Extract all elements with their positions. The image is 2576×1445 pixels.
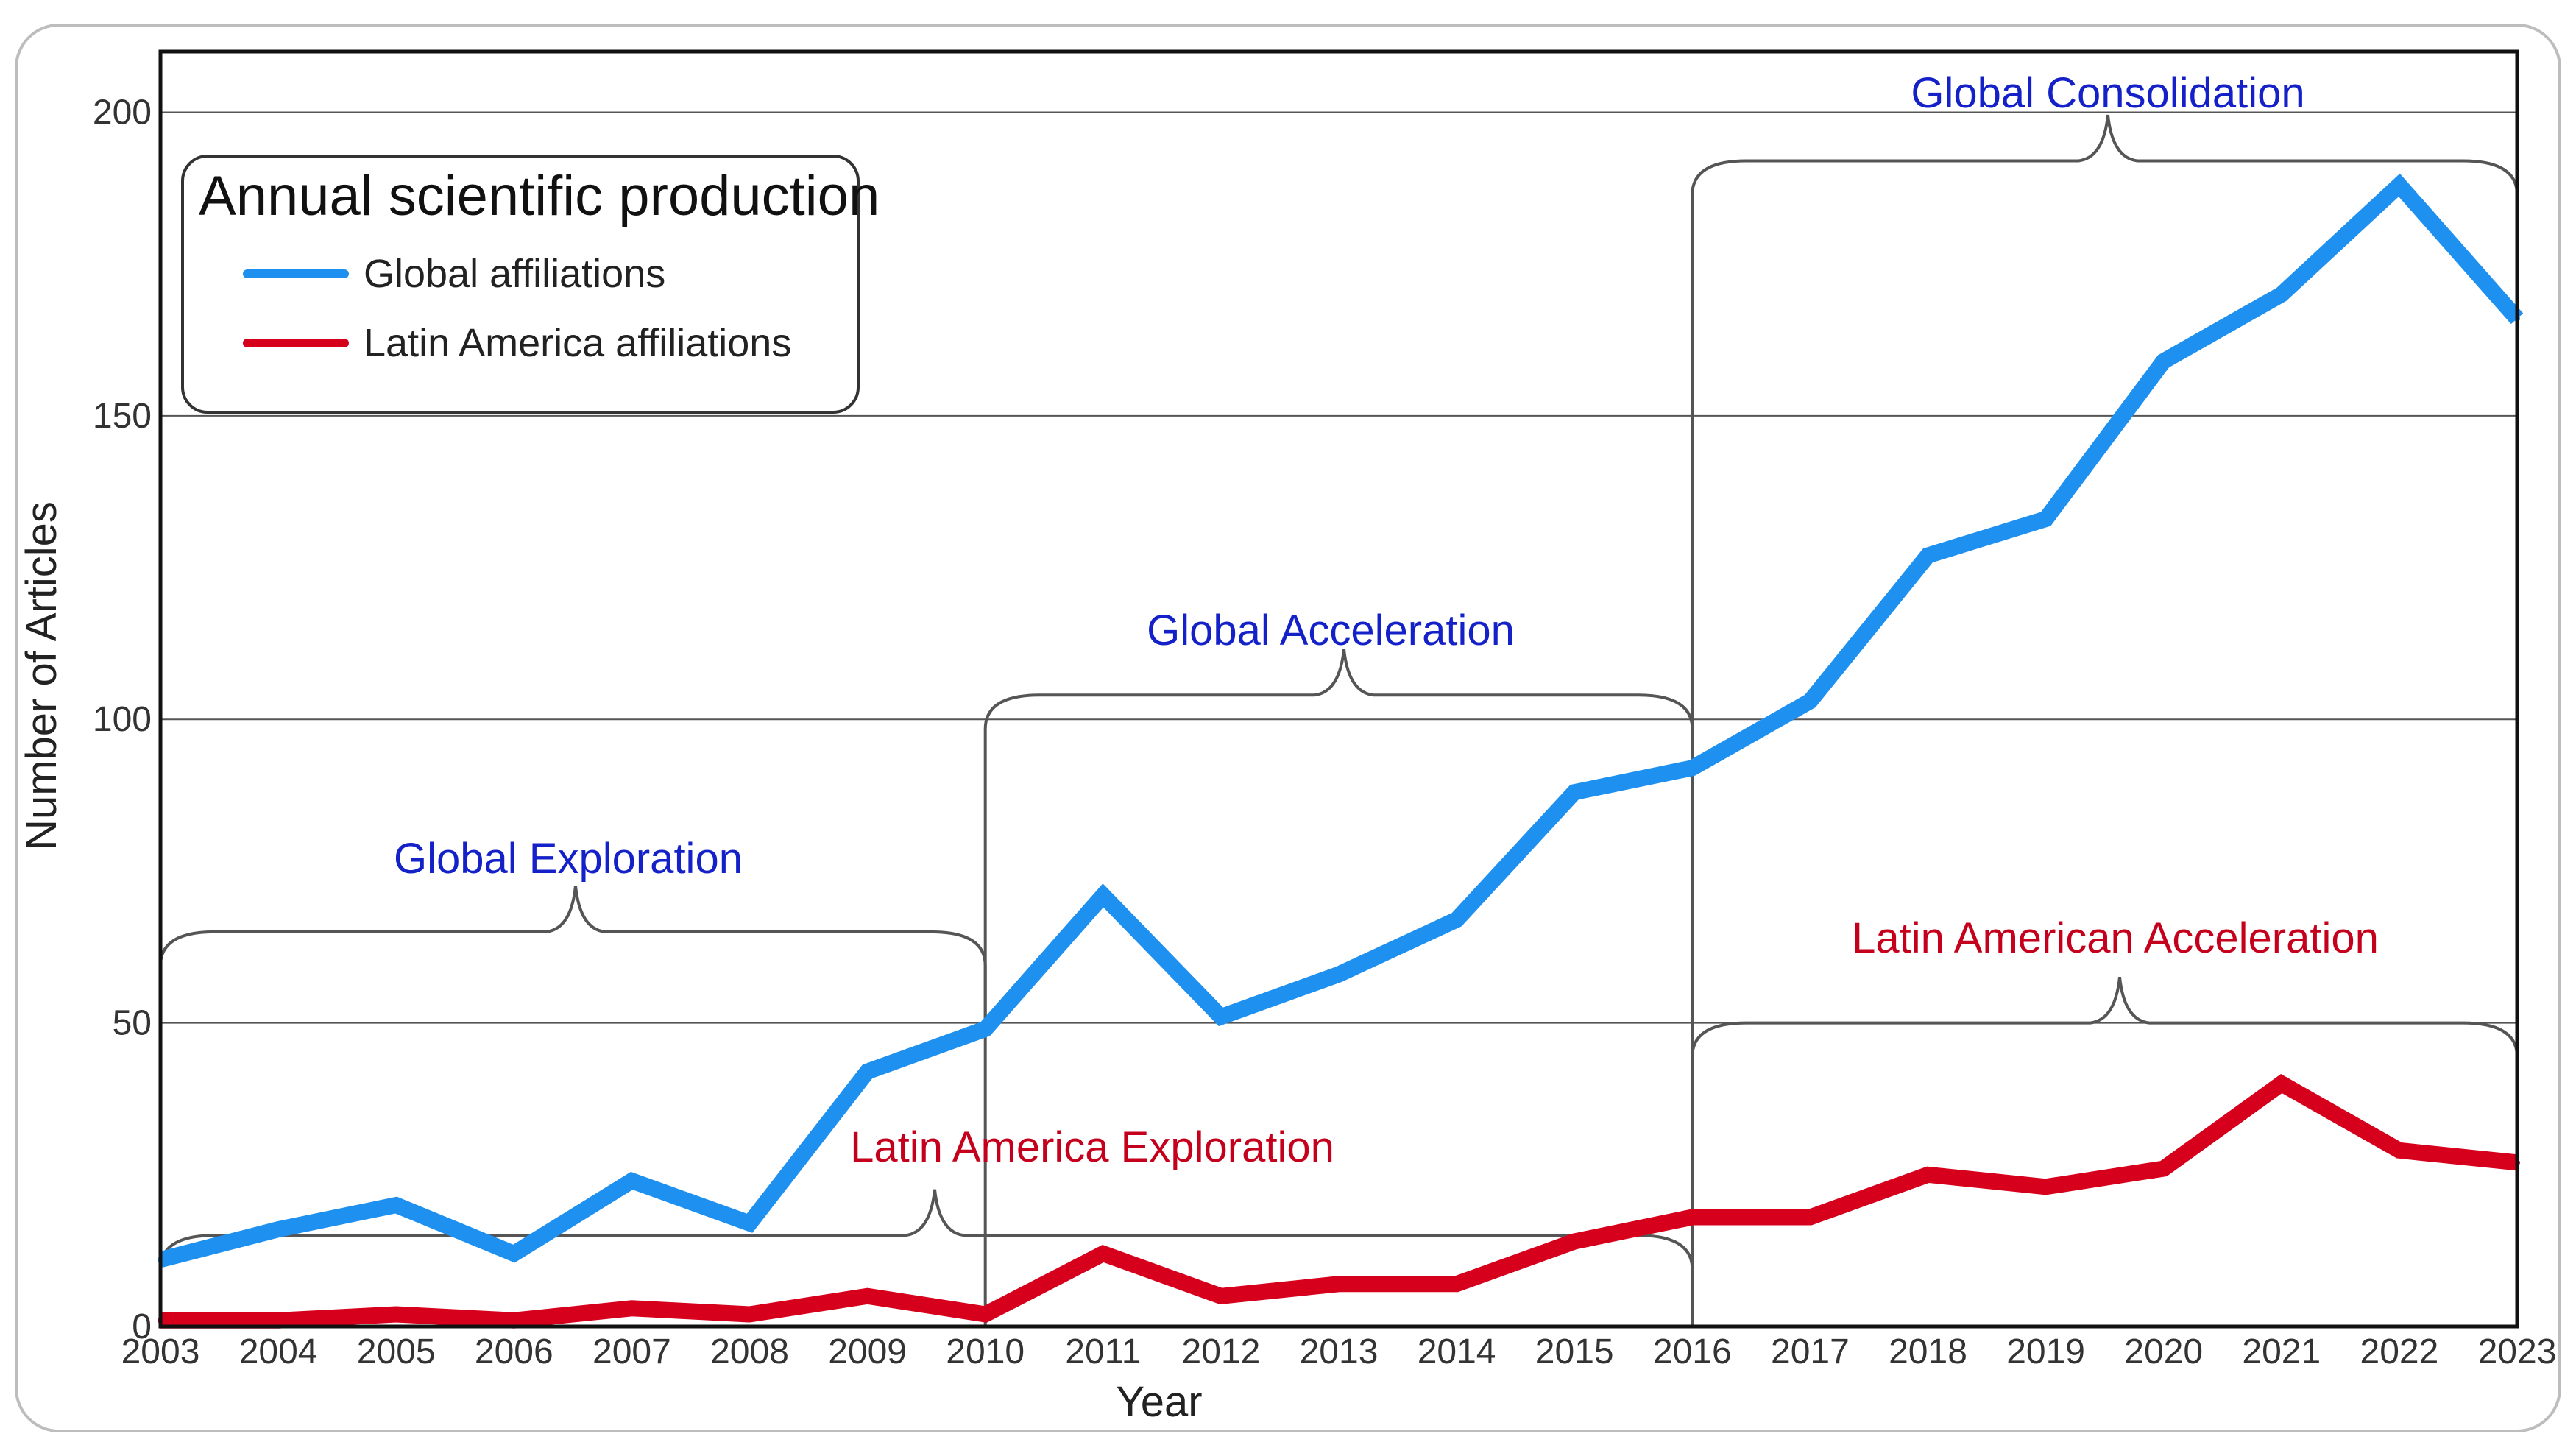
legend: Annual scientific production Global affi… (181, 155, 880, 414)
data-point-global (1925, 552, 1931, 559)
x-tick-label: 2008 (710, 1332, 789, 1371)
data-point-latin-america (629, 1305, 635, 1312)
data-point-latin-america (1571, 1238, 1578, 1245)
y-tick-label: 0 (132, 1307, 152, 1346)
bracket-global-consolidation (1691, 114, 2519, 1326)
x-tick-label: 2011 (1065, 1332, 1141, 1371)
data-point-global (1571, 789, 1578, 796)
data-point-global (1689, 765, 1696, 771)
data-point-latin-america (2396, 1147, 2402, 1153)
data-point-global (1336, 971, 1342, 978)
chart-title: Annual scientific production (199, 165, 880, 227)
legend-label-global: Global affiliations (364, 252, 665, 296)
legend-label-latin-america: Latin America affiliations (364, 321, 791, 365)
data-point-global (1807, 698, 1814, 704)
bracket-global-exploration (159, 886, 987, 1023)
x-tick-label: 2015 (1535, 1332, 1614, 1371)
x-tick-label: 2019 (2006, 1332, 2085, 1371)
x-tick-label: 2007 (592, 1332, 671, 1371)
legend-box (181, 155, 860, 414)
x-tick-label: 2014 (1418, 1332, 1496, 1371)
y-tick-label: 50 (113, 1004, 152, 1043)
data-point-latin-america (511, 1317, 517, 1324)
data-point-global (864, 1068, 871, 1075)
data-point-global (2160, 358, 2167, 364)
x-tick-label: 2022 (2360, 1332, 2439, 1371)
data-point-latin-america (1100, 1251, 1106, 1257)
data-point-global (2042, 516, 2049, 523)
x-tick-label: 2016 (1653, 1332, 1732, 1371)
data-point-latin-america (2042, 1184, 2049, 1190)
annotation-global-exploration: Global Exploration (394, 835, 743, 883)
data-point-global (746, 1220, 753, 1226)
y-tick-label: 150 (93, 397, 152, 436)
data-point-global (393, 1202, 400, 1209)
axis-ticks: 0 50 100 150 200 2003 2004 2005 2006 2007 2008 2009… (93, 93, 2556, 1371)
data-point-latin-america (1336, 1281, 1342, 1287)
data-point-global (629, 1178, 635, 1184)
y-tick-label: 100 (93, 700, 152, 739)
x-tick-label: 2013 (1300, 1332, 1379, 1371)
data-point-latin-america (746, 1311, 753, 1318)
x-tick-label: 2021 (2242, 1332, 2321, 1371)
data-point-global (1454, 916, 1460, 923)
x-tick-label: 2020 (2124, 1332, 2203, 1371)
data-point-latin-america (393, 1311, 400, 1318)
data-point-latin-america (2278, 1081, 2285, 1087)
data-point-global (511, 1251, 517, 1257)
annotation-global-consolidation: Global Consolidation (1911, 69, 2304, 117)
data-point-latin-america (1807, 1214, 1814, 1220)
bracket-latin-america-exploration (159, 1189, 1694, 1326)
annotation-latin-american-acceleration: Latin American Acceleration (1852, 914, 2379, 962)
x-tick-label: 2004 (239, 1332, 318, 1371)
annotation-global-acceleration: Global Acceleration (1147, 607, 1515, 654)
bracket-global-acceleration (983, 649, 1694, 1326)
data-point-latin-america (864, 1293, 871, 1299)
x-tick-label: 2010 (946, 1332, 1025, 1371)
data-point-latin-america (982, 1311, 988, 1318)
x-tick-label: 2012 (1182, 1332, 1261, 1371)
x-tick-label: 2023 (2478, 1332, 2557, 1371)
data-point-latin-america (1454, 1281, 1460, 1287)
data-point-latin-america (1217, 1293, 1224, 1299)
data-point-global (2396, 182, 2402, 188)
annotation-latin-america-exploration: Latin America Exploration (850, 1123, 1334, 1171)
x-tick-label: 2006 (475, 1332, 553, 1371)
y-axis-title: Number of Articles (18, 501, 66, 850)
data-point-global (982, 1025, 988, 1032)
data-point-global (2278, 291, 2285, 297)
data-point-latin-america (1925, 1171, 1931, 1178)
data-point-global (1217, 1014, 1224, 1020)
data-point-latin-america (1689, 1214, 1696, 1220)
data-point-latin-america (275, 1317, 282, 1324)
annotation-brackets (159, 114, 2519, 1326)
y-tick-label: 200 (93, 93, 152, 132)
data-point-global (275, 1226, 282, 1233)
x-axis-title: Year (1116, 1378, 1202, 1426)
data-series (158, 173, 2524, 1329)
x-tick-label: 2005 (357, 1332, 436, 1371)
plot-area-border (158, 49, 2519, 1329)
x-tick-label: 2009 (828, 1332, 907, 1371)
x-tick-label: 2017 (1771, 1332, 1850, 1371)
x-tick-label: 2018 (1889, 1332, 1967, 1371)
bracket-latin-american-acceleration (1691, 977, 2519, 1326)
data-point-global (1100, 892, 1106, 899)
data-point-latin-america (2160, 1165, 2167, 1172)
x-tick-label: 2003 (121, 1332, 200, 1371)
